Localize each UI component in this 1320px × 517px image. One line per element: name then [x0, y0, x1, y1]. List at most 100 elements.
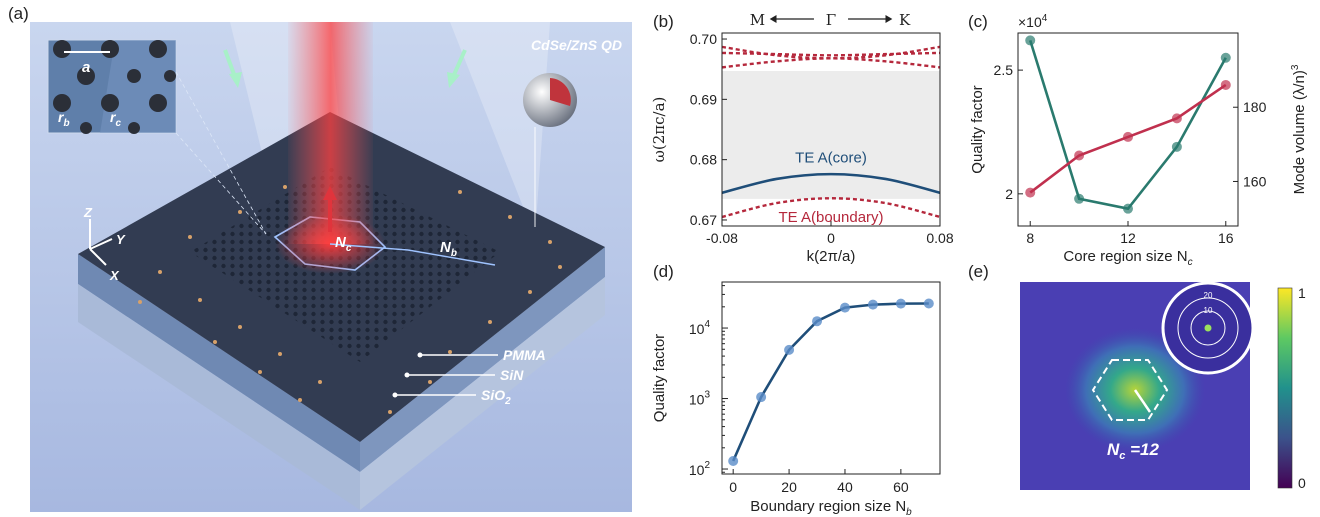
y-tick-exp: 2: [704, 460, 710, 471]
layer-sio2-label: SiO2: [481, 387, 511, 407]
y-left-tick-label: 2.5: [994, 62, 1014, 78]
colorbar-min-label: 0: [1298, 475, 1306, 491]
y-tick-label: 0.67: [690, 212, 717, 228]
x-tick-label: 16: [1218, 230, 1234, 246]
lattice-constant-label: a: [82, 59, 90, 76]
x-tick-label: 0.08: [926, 230, 953, 246]
multiplier-base: ×10: [1018, 14, 1042, 30]
band-series-2: [721, 51, 941, 57]
colorbar: [1277, 287, 1293, 489]
data-point: [1025, 35, 1036, 46]
x-axis-label-main: Boundary region size N: [750, 498, 906, 515]
data-point: [1074, 193, 1085, 204]
panel-label-c: (c): [968, 12, 988, 31]
y-right-label-main: Mode volume (λ/n): [1291, 70, 1308, 194]
data-point: [1220, 79, 1231, 90]
x-tick-label: 8: [1026, 230, 1034, 246]
x-tick-label: 12: [1120, 230, 1136, 246]
y-right-axis-label: Mode volume (λ/n)3: [1290, 64, 1308, 194]
x-axis-label: Core region size Nc: [1063, 248, 1192, 268]
data-point: [756, 392, 767, 403]
series-label-core: TE A(core): [795, 150, 867, 167]
arrow-left-head: [769, 15, 777, 23]
panel-label-e: (e): [968, 262, 989, 281]
band-series-1: [721, 197, 941, 219]
y-right-tick-label: 160: [1243, 173, 1267, 189]
y-left-axis-label: Quality factor: [969, 85, 986, 173]
data-point: [728, 455, 739, 466]
y-tick-base: 10: [689, 462, 705, 478]
band-series-4: [721, 57, 941, 69]
band-diagram-chart: 0.67 0.68 0.69 0.70 -0.08 0 0.08 k(2π/a) ω(2πc/a…: [650, 11, 954, 265]
x-tick-label: 40: [837, 479, 853, 495]
data-point: [1074, 150, 1085, 161]
y-axis-label: ω(2πc/a): [650, 97, 668, 163]
band-series-3: [721, 45, 941, 60]
colorbar-max-label: 1: [1298, 285, 1306, 301]
panel-label-d: (d): [653, 262, 674, 281]
axis-x-label: X: [109, 268, 120, 283]
y-left-tick-label: 2: [1005, 186, 1013, 202]
x-axis-label-sub: b: [906, 507, 912, 517]
x-axis-label: k(2π/a): [807, 248, 856, 265]
data-point: [1123, 203, 1133, 214]
x-axis-label-main: Core region size N: [1063, 248, 1187, 265]
plot-frame: [721, 281, 941, 475]
x-tick-label: -0.08: [706, 230, 738, 246]
series-line-0: [1028, 40, 1227, 211]
core-region-label: Nc: [335, 234, 352, 254]
data-point: [923, 298, 934, 309]
radius-c-label: rc: [110, 109, 121, 129]
core-size-chart: 8 12 16 2 2.5 160 180 ×104 Core region size Nc Qu…: [969, 13, 1308, 268]
x-axis-label-sub: c: [1188, 257, 1193, 268]
plot-frame: [1017, 32, 1239, 227]
layer-sin-label: SiN: [500, 367, 524, 383]
ring-label-20: 20: [1204, 291, 1213, 300]
nc-value-label: Nc =12: [1107, 440, 1160, 462]
series-line: [731, 302, 929, 462]
y-tick-base: 10: [689, 392, 705, 408]
x-tick-label: 60: [893, 479, 909, 495]
data-point: [867, 299, 878, 310]
multiplier-exp: 4: [1042, 13, 1048, 24]
arrow-right-head: [885, 15, 893, 23]
label-Gamma: Γ: [826, 11, 836, 29]
panel-label-a: (a): [8, 4, 29, 23]
boundary-region-label: Nb: [440, 239, 457, 259]
y-tick-exp: 4: [704, 319, 710, 330]
field-profile-heatmap: Nc =12 20 10 1 0: [1020, 281, 1306, 491]
y-axis-label: Quality factor: [651, 334, 668, 422]
core-hexagon: [1091, 359, 1169, 421]
y-right-label-exp: 3: [1290, 64, 1301, 70]
x-axis-label: Boundary region size Nb: [750, 498, 912, 517]
data-point: [1171, 141, 1182, 152]
radius-b-label: rb: [58, 109, 70, 129]
x-tick-label: 0: [729, 479, 737, 495]
axis-y-label: Y: [116, 232, 126, 247]
band-series-0: [721, 172, 941, 195]
data-point: [812, 316, 823, 327]
label-M: M: [750, 11, 765, 29]
y-tick-label: 0.68: [690, 152, 717, 168]
y-tick-base: 10: [689, 321, 705, 337]
y-tick-exp: 3: [704, 390, 710, 401]
data-point: [1220, 52, 1231, 63]
data-point: [784, 344, 795, 355]
panel-label-b: (b): [653, 12, 674, 31]
y-tick-label: 102: [689, 460, 711, 478]
label-K: K: [899, 11, 911, 29]
y-tick-label: 0.70: [690, 31, 717, 47]
panel-a-schematic: Nc Nb CdSe/ZnS QD a rb rc Z Y X PMMA SiN…: [30, 22, 632, 512]
layer-pmma-label: PMMA: [503, 347, 546, 363]
data-point: [1025, 187, 1036, 198]
data-point: [1123, 131, 1133, 142]
data-point: [1171, 113, 1182, 124]
y-tick-label: 0.69: [690, 91, 717, 107]
band-gap-region: [722, 70, 940, 199]
axis-z-label: Z: [83, 205, 93, 220]
y-tick-label: 103: [689, 390, 711, 408]
x-tick-label: 20: [781, 479, 797, 495]
y-right-tick-label: 180: [1243, 99, 1267, 115]
data-point: [839, 302, 850, 313]
